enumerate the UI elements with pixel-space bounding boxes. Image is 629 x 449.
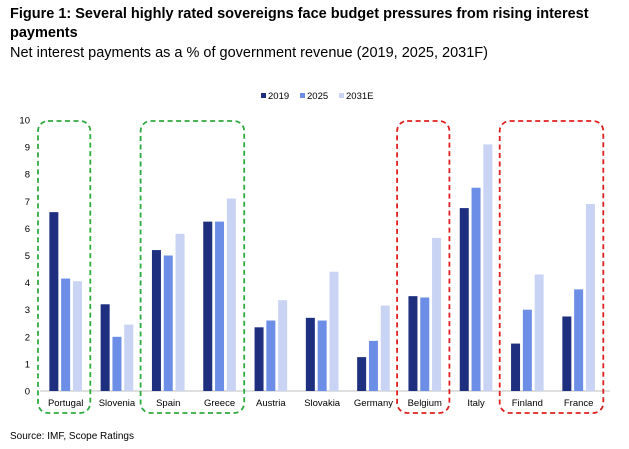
highlight-box-2: [139, 120, 246, 414]
bar-greece-2031e: [226, 198, 236, 391]
bar-slovakia-2025: [317, 320, 327, 391]
bar-slovenia-2031e: [124, 324, 134, 391]
y-tick-label: 4: [25, 278, 30, 289]
y-tick-label: 8: [25, 170, 30, 181]
bar-portugal-2025: [61, 278, 71, 391]
bar-italy-2031e: [483, 144, 493, 391]
x-tick-label-austria: Austria: [256, 398, 286, 409]
chart-title: Figure 1: Several highly rated sovereign…: [10, 6, 589, 41]
y-tick-label: 10: [19, 116, 30, 127]
highlight-box-4: [498, 120, 605, 414]
bar-belgium-2019: [408, 296, 418, 391]
bar-slovakia-2019: [305, 317, 315, 391]
x-tick-label-france: France: [564, 398, 594, 409]
bar-france-2019: [562, 316, 572, 391]
x-tick-label-spain: Spain: [156, 398, 180, 409]
x-tick-label-slovenia: Slovenia: [99, 398, 136, 409]
y-tick-label: 0: [25, 387, 30, 398]
bar-slovakia-2031e: [329, 271, 339, 391]
bar-slovenia-2025: [112, 336, 122, 391]
x-tick-label-greece: Greece: [204, 398, 235, 409]
bar-greece-2019: [203, 221, 213, 391]
bar-greece-2025: [215, 221, 225, 391]
highlight-boxes: [37, 120, 605, 414]
bar-germany-2019: [357, 357, 367, 391]
bar-france-2031e: [585, 204, 595, 391]
bar-france-2025: [574, 289, 584, 391]
legend-label-2025: 2025: [307, 91, 328, 102]
bar-spain-2019: [151, 250, 161, 391]
bar-austria-2031e: [278, 300, 288, 391]
bars: [49, 144, 595, 391]
bar-finland-2019: [511, 343, 521, 391]
y-tick-label: 5: [25, 251, 30, 262]
bar-slovenia-2019: [100, 304, 110, 391]
bar-italy-2019: [459, 208, 469, 391]
bar-spain-2025: [163, 255, 173, 391]
x-tick-label-slovakia: Slovakia: [304, 398, 341, 409]
x-tick-label-portugal: Portugal: [48, 398, 83, 409]
y-tick-label: 6: [25, 224, 30, 235]
y-tick-label: 1: [25, 359, 30, 370]
y-tick-label: 2: [25, 332, 30, 343]
legend-label-2019: 2019: [268, 91, 289, 102]
bar-finland-2031e: [534, 274, 544, 391]
x-tick-label-finland: Finland: [512, 398, 543, 409]
y-tick-label: 7: [25, 197, 30, 208]
highlight-box-3: [396, 120, 451, 414]
y-tick-label: 3: [25, 305, 30, 316]
chart-subtitle: Net interest payments as a % of governme…: [10, 45, 488, 61]
bar-belgium-2031e: [432, 237, 442, 391]
legend-swatch-2025: [300, 93, 305, 98]
legend-label-2031e: 2031E: [346, 91, 373, 102]
x-tick-label-germany: Germany: [354, 398, 393, 409]
highlight-box-1: [37, 120, 92, 414]
bar-portugal-2031e: [72, 281, 82, 391]
bar-germany-2031e: [380, 305, 390, 391]
legend-swatch-2019: [261, 93, 266, 98]
legend-swatch-2031e: [339, 93, 344, 98]
bar-germany-2025: [368, 340, 378, 391]
bar-austria-2025: [266, 320, 276, 391]
bar-austria-2019: [254, 327, 264, 391]
bar-spain-2031e: [175, 233, 185, 391]
bar-finland-2025: [522, 309, 532, 391]
x-axis-labels: Portugal Slovenia Spain Greece Austria Slovak…: [48, 398, 593, 409]
bar-italy-2025: [471, 187, 481, 391]
legend: 2019 2025 2031E: [261, 91, 373, 102]
x-tick-label-italy: Italy: [467, 398, 485, 409]
x-tick-label-belgium: Belgium: [408, 398, 442, 409]
y-tick-label: 9: [25, 143, 30, 154]
bar-belgium-2025: [420, 297, 430, 391]
bar-portugal-2019: [49, 212, 59, 391]
source-note: Source: IMF, Scope Ratings: [10, 431, 134, 442]
